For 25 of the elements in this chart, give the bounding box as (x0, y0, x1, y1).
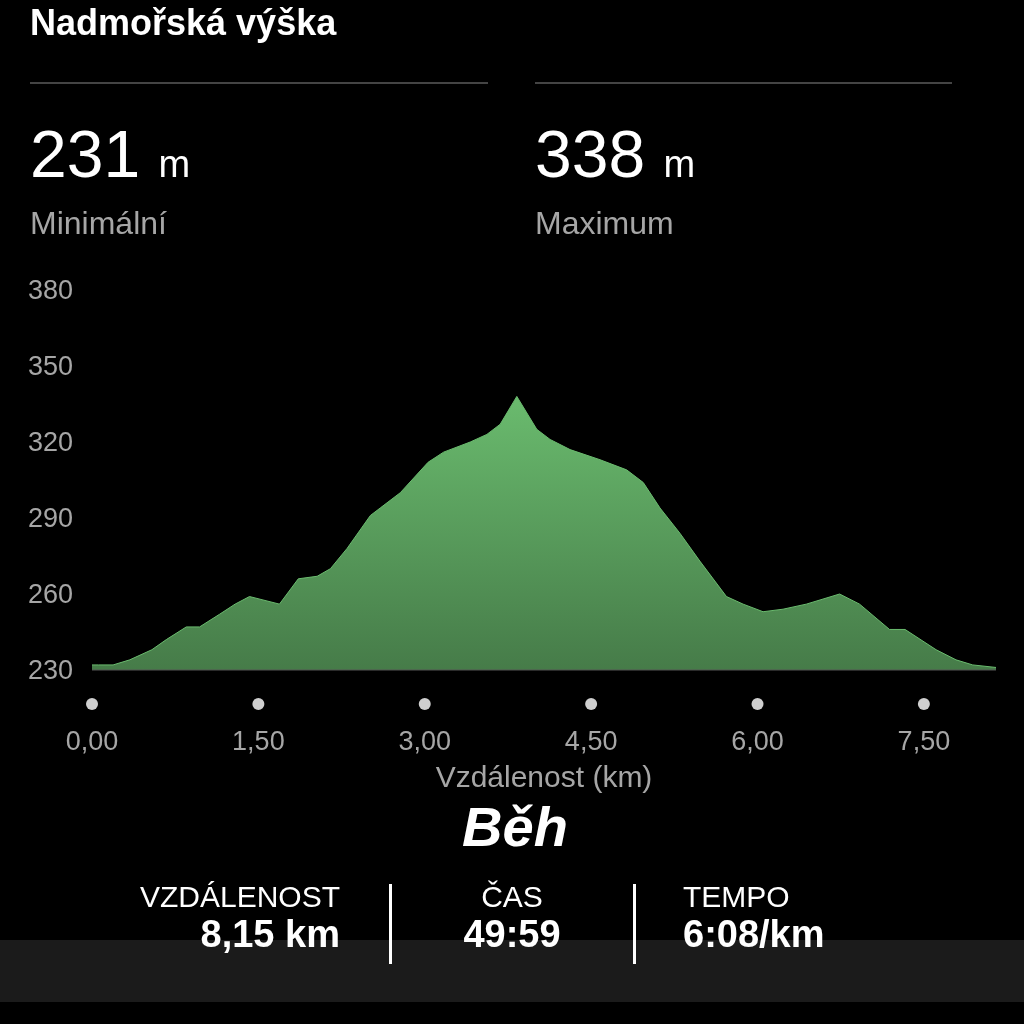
x-tick-label: 1,50 (232, 726, 285, 756)
y-tick-label: 230 (28, 655, 74, 686)
text: 6:08/km (683, 913, 825, 955)
text: Maximum (535, 205, 674, 241)
y-tick-label: 350 (28, 351, 74, 382)
y-tick-label: 320 (28, 427, 74, 458)
text: TEMPO (683, 880, 790, 913)
x-tick-label: 0,00 (65, 726, 119, 756)
text: 8,15 km (200, 913, 340, 955)
y-tick-label: 380 (28, 275, 74, 306)
text: 231 m (30, 117, 191, 191)
text: VZDÁLENOST (139, 880, 340, 913)
y-tick-label: 290 (28, 503, 74, 534)
chart-title: Nadmořská výška (30, 2, 337, 44)
x-tick-label: 6,00 (731, 726, 784, 756)
text: 49:59 (463, 913, 561, 955)
y-tick-label: 260 (28, 579, 74, 610)
text: Minimální (30, 205, 167, 241)
x-tick-label: 3,00 (398, 726, 452, 756)
text: 338 m (535, 117, 696, 191)
x-tick-label: 4,50 (564, 726, 618, 756)
x-axis-title: Vzdálenost (km) (435, 760, 653, 793)
x-tick-label: 7,50 (897, 726, 951, 756)
text: ČAS (481, 880, 543, 913)
text: Běh (462, 795, 568, 858)
